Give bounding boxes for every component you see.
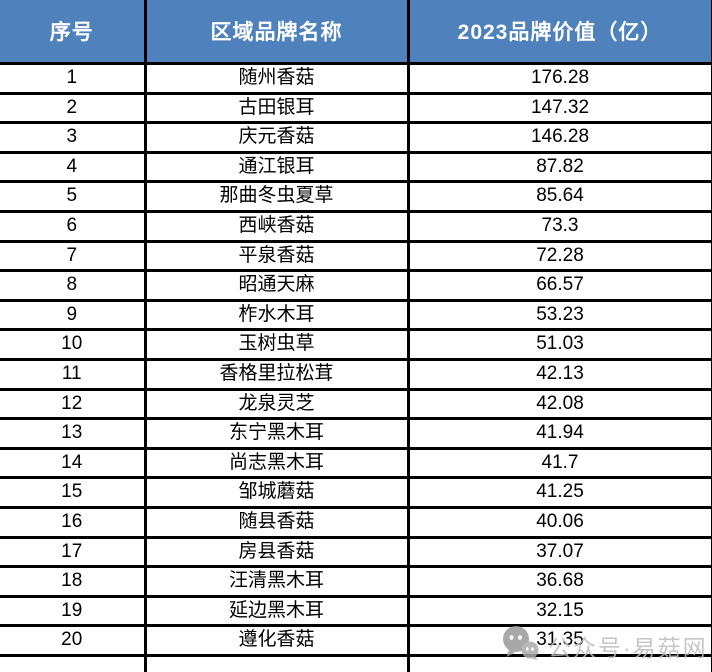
table-row: 13 东宁黑木耳 41.94 <box>0 417 712 450</box>
brand-name-cell: 房县香菇 <box>143 535 410 569</box>
value-cell: 85.64 <box>406 180 712 213</box>
value-cell: 31.35 <box>406 624 712 657</box>
empty-cell <box>406 653 712 672</box>
rank-cell: 14 <box>0 446 147 480</box>
rank-cell: 5 <box>0 180 147 213</box>
brand-name-cell: 随州香菇 <box>143 62 410 95</box>
value-cell: 66.57 <box>406 269 712 302</box>
rank-cell: 6 <box>0 209 147 243</box>
rank-cell: 9 <box>0 298 147 332</box>
rank-cell: 1 <box>0 62 147 95</box>
brand-name-cell: 庆元香菇 <box>143 121 410 154</box>
header-brand-value: 2023品牌价值（亿） <box>406 0 712 65</box>
rank-cell: 3 <box>0 121 147 154</box>
rank-cell: 13 <box>0 417 147 450</box>
rank-cell: 11 <box>0 357 147 391</box>
brand-name-cell: 玉树虫草 <box>143 328 410 361</box>
brand-name-cell: 昭通天麻 <box>143 269 410 302</box>
brand-name-cell: 那曲冬虫夏草 <box>143 180 410 213</box>
table-header: 序号 区域品牌名称 2023品牌价值（亿） <box>0 0 712 65</box>
rank-cell: 10 <box>0 328 147 361</box>
table-row: 9 柞水木耳 53.23 <box>0 298 712 332</box>
table-row: 12 龙泉灵芝 42.08 <box>0 387 712 421</box>
table-row: 14 尚志黑木耳 41.7 <box>0 446 712 480</box>
header-brand-name: 区域品牌名称 <box>143 0 410 65</box>
table-row: 7 平泉香菇 72.28 <box>0 239 712 273</box>
brand-name-cell: 柞水木耳 <box>143 298 410 332</box>
table-row: 16 随县香菇 40.06 <box>0 505 712 539</box>
value-cell: 51.03 <box>406 328 712 361</box>
value-cell: 40.06 <box>406 505 712 539</box>
header-rank: 序号 <box>0 0 147 65</box>
table-row: 2 古田银耳 147.32 <box>0 91 712 125</box>
value-cell: 42.08 <box>406 387 712 421</box>
empty-cell <box>0 653 147 672</box>
rank-cell: 7 <box>0 239 147 273</box>
rank-cell: 16 <box>0 505 147 539</box>
value-cell: 72.28 <box>406 239 712 273</box>
rank-cell: 17 <box>0 535 147 569</box>
brand-name-cell: 尚志黑木耳 <box>143 446 410 480</box>
brand-name-cell: 遵化香菇 <box>143 624 410 657</box>
brand-name-cell: 龙泉灵芝 <box>143 387 410 421</box>
value-cell: 37.07 <box>406 535 712 569</box>
rank-cell: 12 <box>0 387 147 421</box>
value-cell: 41.7 <box>406 446 712 480</box>
partial-row <box>0 653 712 672</box>
brand-name-cell: 邹城蘑菇 <box>143 476 410 509</box>
table-row: 4 通江银耳 87.82 <box>0 150 712 184</box>
table-row: 5 那曲冬虫夏草 85.64 <box>0 180 712 213</box>
brand-name-cell: 汪清黑木耳 <box>143 565 410 598</box>
value-cell: 53.23 <box>406 298 712 332</box>
rank-cell: 18 <box>0 565 147 598</box>
brand-name-cell: 随县香菇 <box>143 505 410 539</box>
table-row: 17 房县香菇 37.07 <box>0 535 712 569</box>
rank-cell: 15 <box>0 476 147 509</box>
brand-name-cell: 延边黑木耳 <box>143 594 410 628</box>
empty-cell <box>143 653 410 672</box>
header-row: 序号 区域品牌名称 2023品牌价值（亿） <box>0 0 712 65</box>
rank-cell: 20 <box>0 624 147 657</box>
brand-name-cell: 平泉香菇 <box>143 239 410 273</box>
value-cell: 176.28 <box>406 62 712 95</box>
table-row: 11 香格里拉松茸 42.13 <box>0 357 712 391</box>
value-cell: 41.94 <box>406 417 712 450</box>
rank-cell: 19 <box>0 594 147 628</box>
table-row: 10 玉树虫草 51.03 <box>0 328 712 361</box>
brand-name-cell: 通江银耳 <box>143 150 410 184</box>
brand-name-cell: 古田银耳 <box>143 91 410 125</box>
brand-name-cell: 香格里拉松茸 <box>143 357 410 391</box>
table-row: 8 昭通天麻 66.57 <box>0 269 712 302</box>
rank-cell: 4 <box>0 150 147 184</box>
brand-name-cell: 西峡香菇 <box>143 209 410 243</box>
value-cell: 146.28 <box>406 121 712 154</box>
value-cell: 87.82 <box>406 150 712 184</box>
value-cell: 32.15 <box>406 594 712 628</box>
table-row: 18 汪清黑木耳 36.68 <box>0 565 712 598</box>
table-row: 19 延边黑木耳 32.15 <box>0 594 712 628</box>
brand-name-cell: 东宁黑木耳 <box>143 417 410 450</box>
rank-cell: 2 <box>0 91 147 125</box>
table-row: 15 邹城蘑菇 41.25 <box>0 476 712 509</box>
value-cell: 41.25 <box>406 476 712 509</box>
table-body: 1 随州香菇 176.28 2 古田银耳 147.32 3 庆元香菇 146.28 4 通江银耳 87… <box>0 62 712 672</box>
value-cell: 42.13 <box>406 357 712 391</box>
table-row: 20 遵化香菇 31.35 <box>0 624 712 657</box>
rank-cell: 8 <box>0 269 147 302</box>
value-cell: 36.68 <box>406 565 712 598</box>
table-row: 6 西峡香菇 73.3 <box>0 209 712 243</box>
value-cell: 73.3 <box>406 209 712 243</box>
value-cell: 147.32 <box>406 91 712 125</box>
table-row: 1 随州香菇 176.28 <box>0 62 712 95</box>
table-row: 3 庆元香菇 146.28 <box>0 121 712 154</box>
